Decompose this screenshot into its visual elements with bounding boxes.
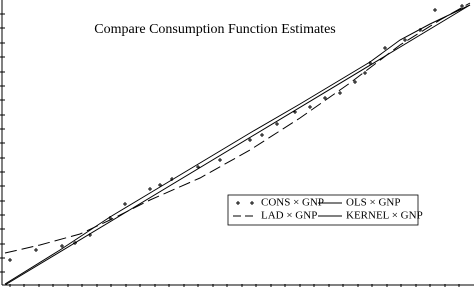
point bbox=[383, 46, 387, 50]
chart-title: Compare Consumption Function Estimates bbox=[94, 22, 336, 37]
point bbox=[8, 258, 12, 262]
point bbox=[433, 8, 437, 12]
point bbox=[248, 138, 252, 142]
point bbox=[275, 122, 279, 126]
point bbox=[353, 80, 357, 84]
legend-label: CONS × GNP bbox=[261, 197, 324, 209]
point bbox=[148, 187, 152, 191]
legend: CONS × GNP OLS × GNP LAD × GNP KERNEL × GNP bbox=[227, 194, 423, 226]
point bbox=[403, 38, 407, 42]
legend-label: OLS × GNP bbox=[346, 197, 401, 209]
point bbox=[218, 158, 222, 162]
point bbox=[123, 202, 127, 206]
legend-label: LAD × GNP bbox=[261, 210, 317, 222]
point bbox=[34, 248, 38, 252]
point bbox=[323, 96, 327, 100]
point bbox=[460, 4, 464, 8]
legend-box bbox=[227, 194, 419, 226]
point bbox=[338, 91, 342, 95]
point bbox=[308, 105, 312, 109]
series-line bbox=[4, 4, 471, 285]
point bbox=[158, 183, 162, 187]
point bbox=[60, 244, 64, 248]
series-line bbox=[4, 2, 471, 254]
legend-label: KERNEL × GNP bbox=[346, 210, 423, 222]
point bbox=[363, 71, 367, 75]
series-line bbox=[4, 4, 471, 286]
point bbox=[260, 133, 264, 137]
legend-marker bbox=[236, 201, 254, 205]
